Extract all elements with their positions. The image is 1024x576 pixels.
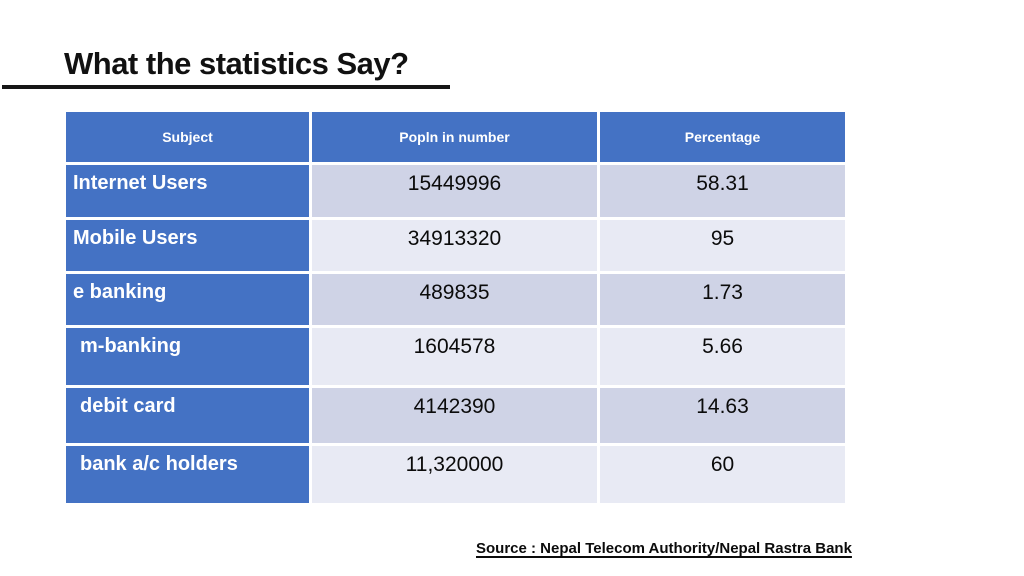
row-popln-m-banking: 1604578 [312, 328, 597, 385]
row-subject-internet-users: Internet Users [66, 165, 309, 217]
row-popln-mobile-users: 34913320 [312, 220, 597, 271]
row-percentage-m-banking: 5.66 [600, 328, 845, 385]
column-header-percentage: Percentage [600, 112, 845, 162]
row-popln-internet-users: 15449996 [312, 165, 597, 217]
row-subject-e-banking: e banking [66, 274, 309, 325]
row-popln-bank-ac-holders: 11,320000 [312, 446, 597, 503]
row-subject-bank-ac-holders: bank a/c holders [66, 446, 309, 503]
row-popln-e-banking: 489835 [312, 274, 597, 325]
column-header-popln: Popln in number [312, 112, 597, 162]
row-popln-debit-card: 4142390 [312, 388, 597, 443]
source-citation: Source : Nepal Telecom Authority/Nepal R… [476, 540, 852, 557]
page-title: What the statistics Say? [2, 46, 450, 89]
row-percentage-mobile-users: 95 [600, 220, 845, 271]
row-percentage-bank-ac-holders: 60 [600, 446, 845, 503]
page-title-text: What the statistics Say? [64, 46, 409, 81]
statistics-table: Subject Popln in number Percentage Inter… [66, 112, 845, 503]
row-subject-m-banking: m-banking [66, 328, 309, 385]
column-header-subject: Subject [66, 112, 309, 162]
row-percentage-internet-users: 58.31 [600, 165, 845, 217]
row-percentage-e-banking: 1.73 [600, 274, 845, 325]
row-percentage-debit-card: 14.63 [600, 388, 845, 443]
row-subject-mobile-users: Mobile Users [66, 220, 309, 271]
row-subject-debit-card: debit card [66, 388, 309, 443]
